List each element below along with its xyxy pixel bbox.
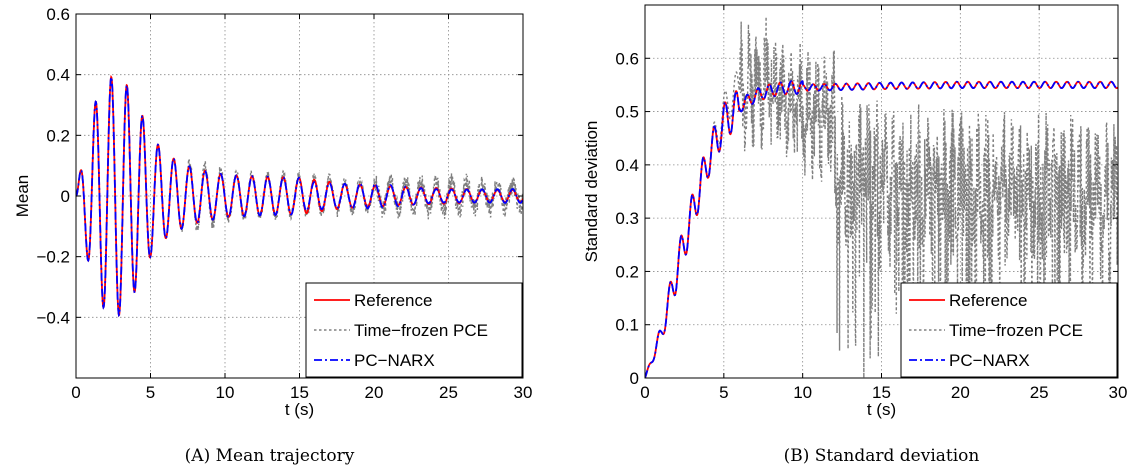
legend-label: Reference xyxy=(949,291,1027,310)
x-tick-label: 25 xyxy=(439,383,458,402)
legend-label: Reference xyxy=(354,291,432,310)
legend: Reference Time−frozen PCE PC−NARX xyxy=(305,282,523,378)
y-tick-label: 0.3 xyxy=(615,209,639,228)
x-tick-label: 15 xyxy=(290,383,309,402)
figure-caption: (B) Standard deviation xyxy=(784,446,980,466)
legend-box xyxy=(305,282,523,378)
legend-label: Time−frozen PCE xyxy=(354,321,488,340)
legend-label: Time−frozen PCE xyxy=(949,321,1083,340)
y-tick-label: 0.2 xyxy=(615,262,639,281)
y-tick-label: 0 xyxy=(630,369,639,388)
x-tick-label: 20 xyxy=(365,383,384,402)
x-tick-label: 15 xyxy=(872,383,891,402)
series-line-time-frozen-pce xyxy=(645,16,1118,378)
y-tick-label: 0.6 xyxy=(615,49,639,68)
x-axis-label: t (s) xyxy=(285,400,314,419)
x-tick-label: 10 xyxy=(216,383,235,402)
y-tick-label: 0.2 xyxy=(46,126,70,145)
y-tick-label: 0.6 xyxy=(46,5,70,24)
y-tick-label: 0 xyxy=(61,187,70,206)
y-tick-label: 0.1 xyxy=(615,316,639,335)
chart-panel-mean: 0 5 10 15 20 25 30 −0.4 −0.2 0 0.2 0.4 0.6 t (s) Mean R… xyxy=(13,5,532,466)
y-tick-label: 0.4 xyxy=(46,66,70,85)
y-tick-label: 0.5 xyxy=(615,103,639,122)
x-tick-label: 5 xyxy=(146,383,155,402)
x-tick-label: 30 xyxy=(514,383,533,402)
series-group xyxy=(76,74,523,318)
series-line-pc-narx xyxy=(76,74,523,318)
y-tick-label: −0.4 xyxy=(36,308,70,327)
x-tick-label: 30 xyxy=(1109,383,1128,402)
legend-label: PC−NARX xyxy=(354,351,435,370)
figure-caption: (A) Mean trajectory xyxy=(185,446,355,466)
x-axis-label: t (s) xyxy=(867,400,896,419)
y-tick-label: 0.4 xyxy=(615,156,639,175)
x-tick-label: 20 xyxy=(951,383,970,402)
y-axis-label: Mean xyxy=(13,175,32,218)
series-line-pc-narx xyxy=(645,80,1118,378)
x-tick-label: 25 xyxy=(1030,383,1049,402)
x-tick-label: 0 xyxy=(71,383,80,402)
legend-label: PC−NARX xyxy=(949,351,1030,370)
x-tick-label: 0 xyxy=(640,383,649,402)
y-tick-label: −0.2 xyxy=(36,248,70,267)
legend: Reference Time−frozen PCE PC−NARX xyxy=(900,282,1118,378)
legend-box xyxy=(900,282,1118,378)
y-axis-label: Standard deviation xyxy=(582,121,601,263)
x-tick-label: 10 xyxy=(793,383,812,402)
series-group xyxy=(645,16,1118,378)
chart-panel-std: 0 5 10 15 20 25 30 0 0.1 0.2 0.3 0.4 0.5 0.6 t (s) Stan… xyxy=(582,4,1128,466)
x-tick-label: 5 xyxy=(719,383,728,402)
